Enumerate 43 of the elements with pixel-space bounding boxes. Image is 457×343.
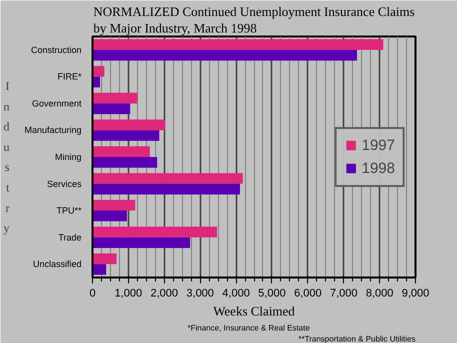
x-tick-label: 2,000: [150, 288, 178, 300]
text: **Transportation & Public Utilities: [298, 334, 416, 343]
x-tick-label: 0: [89, 288, 96, 300]
y-tick-label: Unclassified: [32, 259, 82, 270]
x-tick-label: 1,000: [114, 288, 142, 300]
chart-title: NORMALIZED Continued Unemployment Insurance Claims by Major Industry, March 1998: [93, 4, 415, 36]
bar: [92, 130, 160, 141]
bar: [92, 173, 243, 184]
bar: [92, 200, 136, 211]
bar: [92, 103, 130, 114]
x-tick-label: 8,000: [366, 288, 394, 300]
x-tick-label: 9,000: [402, 288, 430, 300]
y-tick-label: Mining: [54, 152, 82, 162]
text: *Finance, Insurance & Real Estate: [188, 324, 310, 332]
x-tick-label: 3,000: [186, 288, 214, 300]
bar: [92, 210, 127, 222]
bar: [92, 39, 384, 50]
x-tick-label: 4,000: [222, 288, 250, 300]
y-tick-label: Government: [32, 98, 82, 108]
y-tick-label: Construction: [30, 44, 82, 55]
bar: [92, 226, 218, 238]
legend-label: 1998: [362, 160, 395, 176]
y-tick-label: Trade: [58, 232, 82, 242]
bar: [92, 237, 190, 248]
bar: [92, 253, 117, 264]
bar: [92, 50, 357, 61]
x-axis-title: Weeks Claimed: [213, 304, 296, 318]
y-tick-label: FIRE*: [57, 72, 82, 82]
bar: [92, 264, 106, 275]
x-tick-label: 6,000: [294, 288, 322, 300]
bar: [92, 66, 104, 77]
bar: [92, 120, 165, 130]
y-tick-label: Services: [46, 178, 82, 189]
x-tick-label: 5,000: [258, 288, 286, 300]
x-tick-label: 7,000: [330, 288, 358, 300]
bar: [92, 92, 138, 104]
legend-label: 1997: [362, 136, 395, 154]
y-axis-title: Industry: [3, 78, 10, 236]
bar: [92, 146, 150, 157]
bar: [92, 184, 240, 194]
bar: [92, 157, 158, 168]
y-tick-label: Manufacturing: [24, 125, 82, 136]
y-tick-label: TPU**: [56, 206, 82, 216]
